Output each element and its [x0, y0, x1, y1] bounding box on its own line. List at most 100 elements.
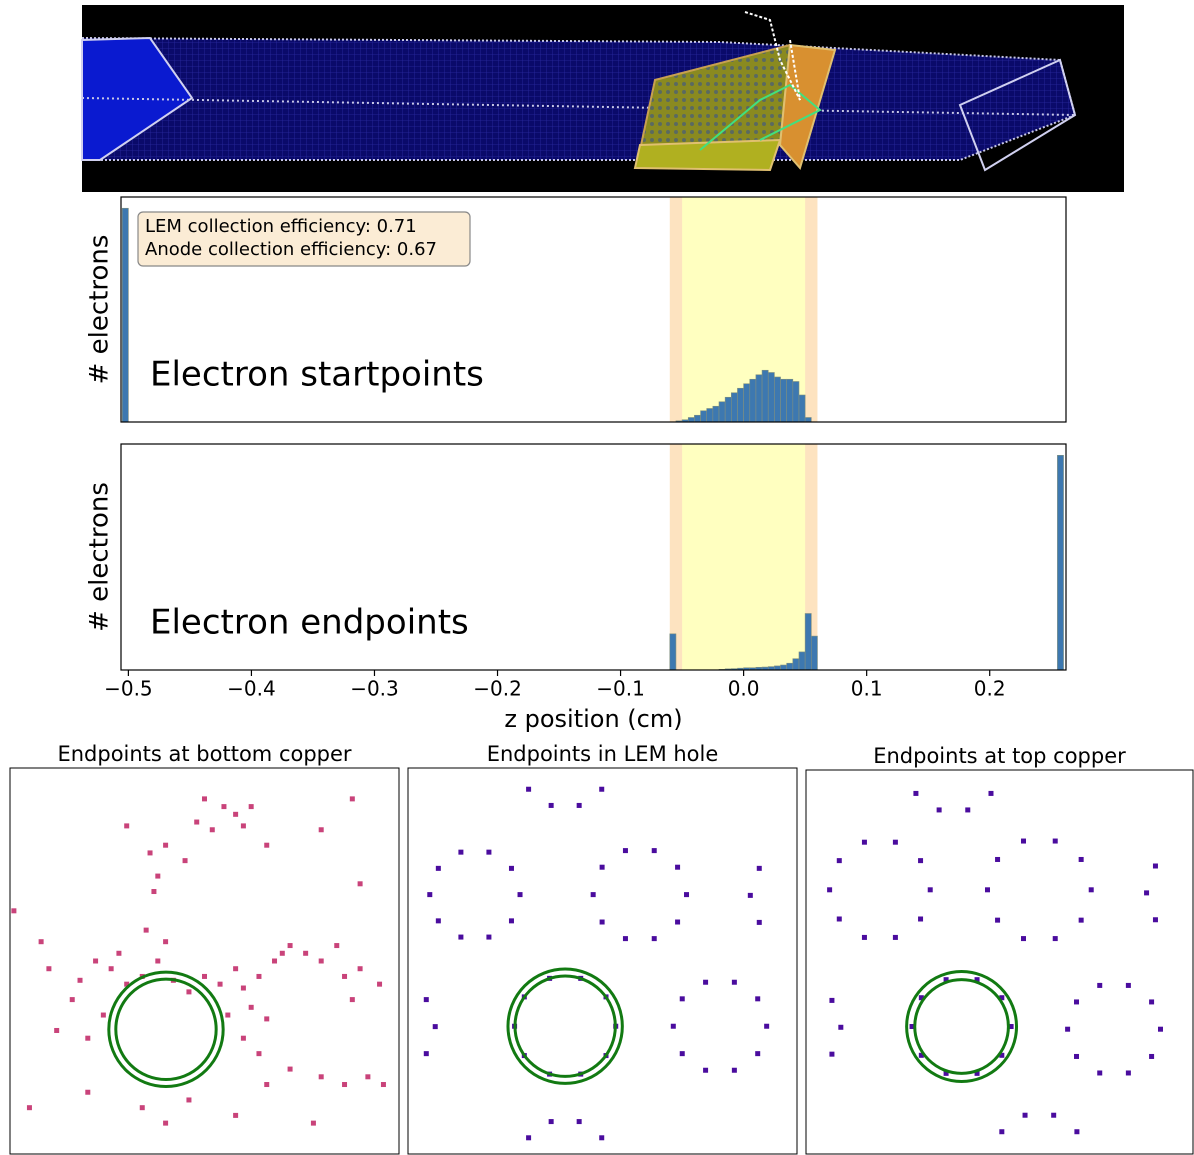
point — [892, 934, 898, 940]
point — [423, 1051, 429, 1057]
point — [703, 1067, 709, 1073]
point — [1052, 838, 1058, 844]
point — [1065, 1026, 1071, 1032]
point — [69, 997, 75, 1003]
point — [163, 1120, 169, 1126]
point — [974, 1070, 980, 1076]
point — [1022, 1112, 1028, 1118]
point — [995, 917, 1001, 923]
bar — [718, 401, 726, 423]
point — [756, 919, 762, 925]
bar — [792, 381, 800, 423]
point — [508, 918, 514, 924]
point — [435, 865, 441, 871]
point — [918, 995, 924, 1001]
x-tick-label: −0.5 — [104, 677, 153, 701]
point — [432, 1024, 438, 1030]
point — [427, 892, 433, 898]
point — [918, 858, 924, 864]
y-axis-label: # electrons — [85, 482, 115, 632]
point — [1097, 1070, 1103, 1076]
point — [679, 1051, 685, 1057]
point — [194, 819, 200, 825]
bar — [743, 383, 751, 423]
point — [287, 1066, 293, 1072]
point — [861, 839, 867, 845]
point — [143, 927, 149, 933]
plot-frame — [120, 196, 1067, 423]
bar — [798, 394, 806, 423]
point — [651, 936, 657, 942]
point — [675, 919, 681, 925]
point — [186, 989, 192, 995]
bar — [810, 635, 818, 671]
point — [755, 996, 761, 1002]
point — [1157, 1026, 1163, 1032]
hole-outline — [506, 967, 624, 1085]
point — [703, 979, 709, 985]
point — [1125, 982, 1131, 988]
point — [943, 977, 949, 983]
point — [272, 958, 278, 964]
point — [622, 936, 628, 942]
point — [303, 950, 309, 956]
hole-outline — [905, 970, 1019, 1083]
point — [334, 943, 340, 949]
bar — [761, 369, 769, 423]
point — [599, 919, 605, 925]
point — [995, 856, 1001, 862]
point — [155, 873, 161, 879]
point — [548, 802, 554, 808]
point — [139, 1105, 145, 1111]
point — [233, 1112, 239, 1118]
bar — [792, 658, 800, 671]
point — [965, 807, 971, 813]
x-tick-label: −0.4 — [227, 677, 276, 701]
point — [670, 1023, 676, 1029]
panel-title: Endpoints in LEM hole — [487, 742, 719, 766]
point — [756, 865, 762, 871]
point — [221, 804, 227, 810]
point — [248, 1004, 254, 1010]
point — [233, 811, 239, 817]
y-axis-label: # electrons — [85, 235, 115, 385]
point — [684, 892, 690, 898]
point — [486, 934, 492, 940]
hole-outline — [107, 970, 225, 1089]
point — [651, 848, 657, 854]
point — [913, 790, 919, 796]
point — [163, 939, 169, 945]
point — [918, 916, 924, 922]
point — [357, 966, 363, 972]
panel-label: Electron startpoints — [150, 355, 484, 395]
point — [46, 966, 52, 972]
x-tick-label: 0.1 — [851, 677, 883, 701]
point — [827, 887, 833, 893]
point — [1152, 863, 1158, 869]
bar — [774, 376, 781, 423]
point — [1051, 1112, 1057, 1118]
point — [927, 887, 933, 893]
point — [517, 892, 523, 898]
point — [458, 934, 464, 940]
point — [508, 865, 514, 871]
point — [974, 977, 980, 983]
point — [679, 996, 685, 1002]
point — [1149, 999, 1155, 1005]
point — [599, 1135, 605, 1141]
point — [38, 939, 44, 945]
point — [108, 966, 114, 972]
point — [318, 1074, 324, 1080]
point — [26, 1105, 32, 1111]
plot-frame — [805, 769, 1194, 1155]
point — [576, 802, 582, 808]
point — [1008, 1024, 1014, 1030]
point — [77, 977, 83, 983]
point — [202, 796, 207, 802]
point — [731, 1067, 737, 1073]
bar — [669, 633, 677, 671]
hole-outline — [114, 977, 218, 1082]
point — [248, 804, 254, 810]
bar — [804, 417, 812, 423]
point — [985, 887, 991, 893]
